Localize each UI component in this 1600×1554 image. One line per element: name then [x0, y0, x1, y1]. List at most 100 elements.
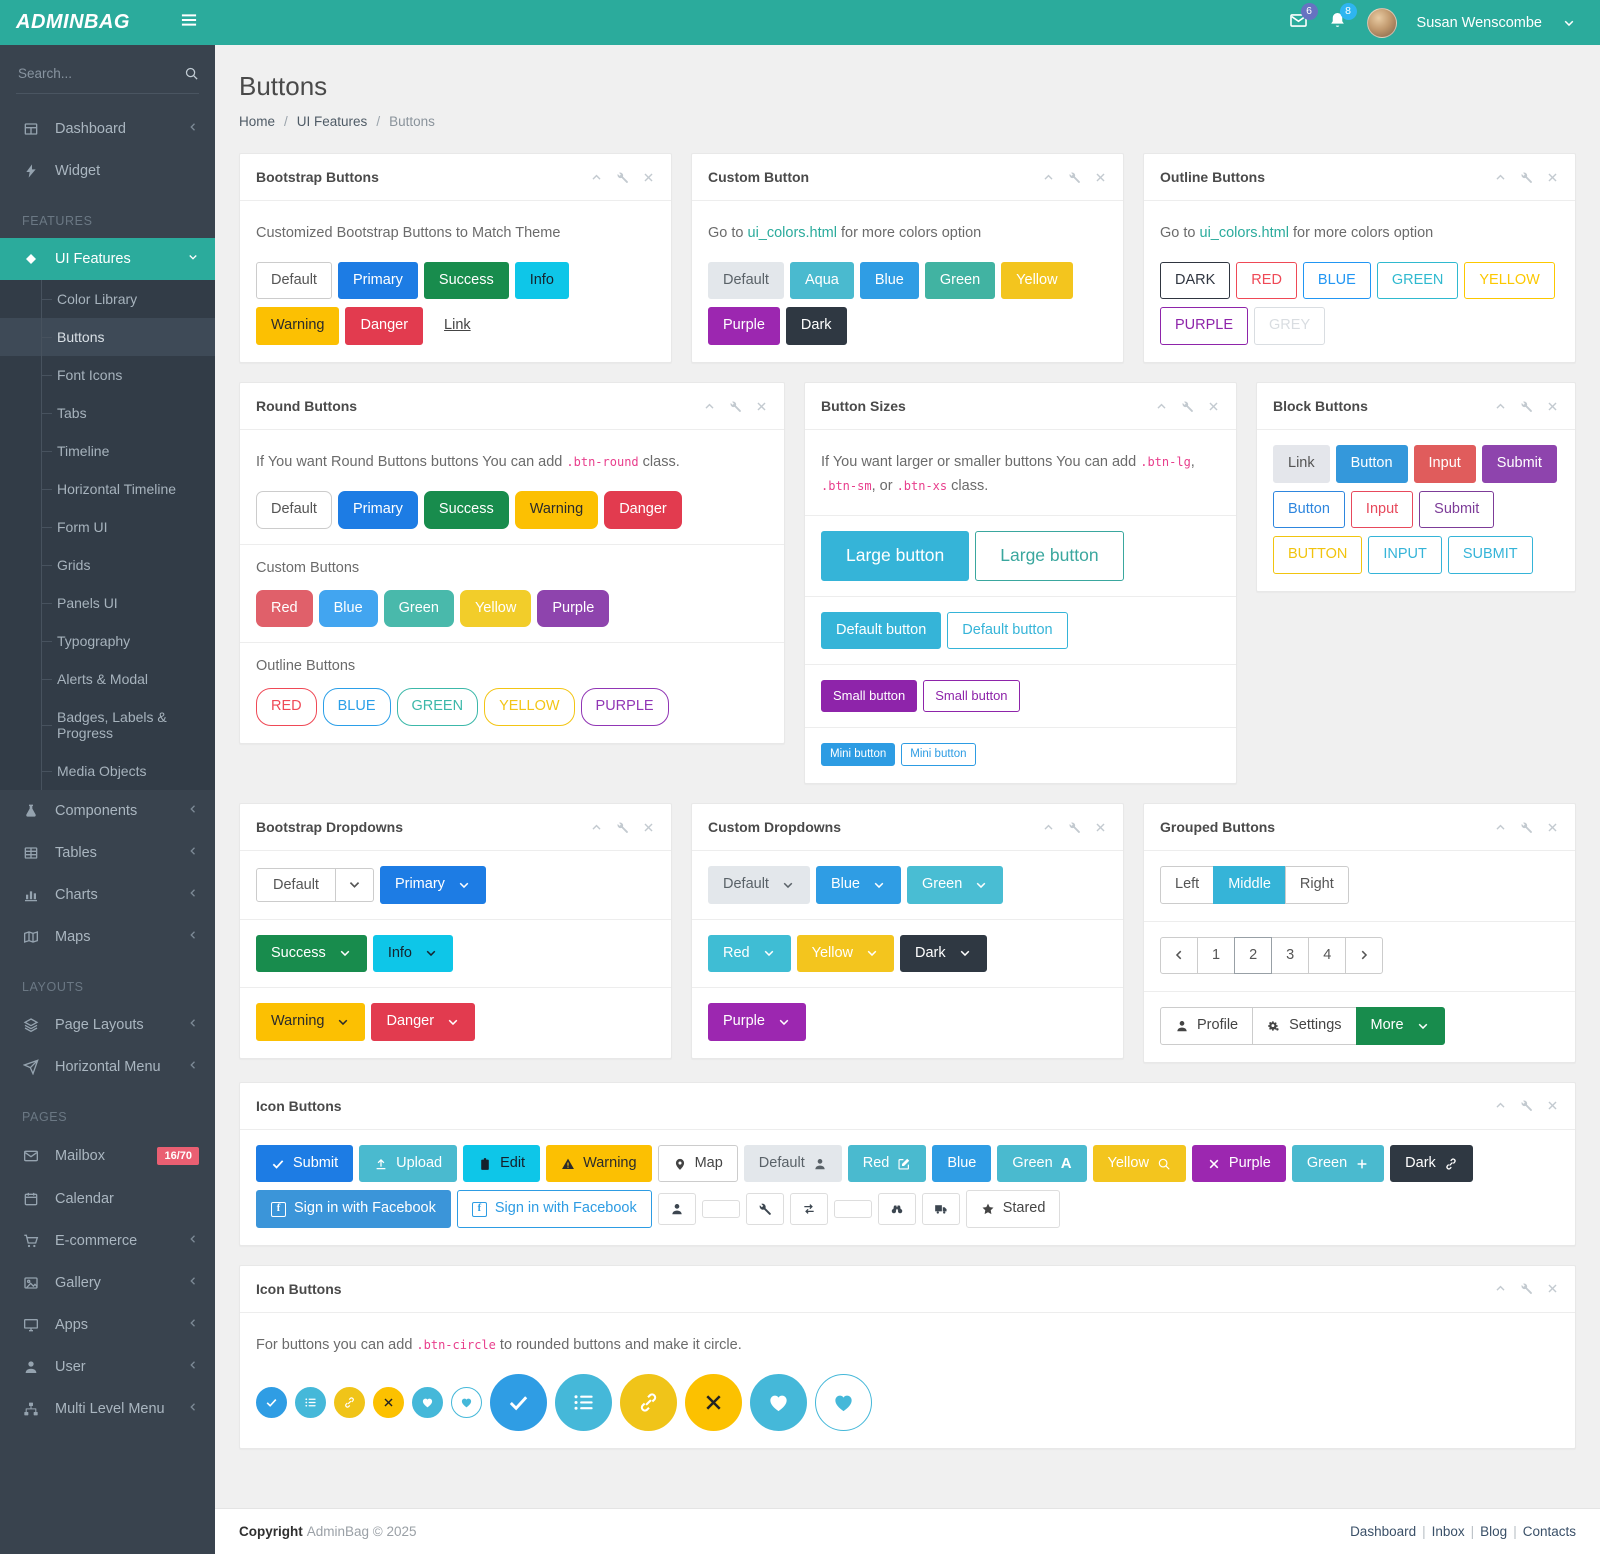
- collapse-panel-icon[interactable]: [1494, 171, 1507, 184]
- sidebar-item-tables[interactable]: Tables: [0, 832, 215, 874]
- heart-circle-button-outline[interactable]: [451, 1386, 482, 1418]
- collapse-panel-icon[interactable]: [1494, 400, 1507, 413]
- more-button[interactable]: More: [1355, 1007, 1445, 1045]
- submit-button[interactable]: Submit: [256, 1144, 354, 1183]
- close-panel-icon[interactable]: [1546, 821, 1559, 834]
- danger-button[interactable]: Danger: [604, 490, 682, 529]
- success-button[interactable]: Success: [423, 261, 509, 300]
- sidebar-item-apps[interactable]: Apps: [0, 1304, 215, 1346]
- purple-button[interactable]: Purple: [537, 589, 610, 628]
- check-circle-button[interactable]: [256, 1386, 287, 1418]
- 4-button[interactable]: 4: [1308, 936, 1347, 975]
- blue-button[interactable]: BLUE: [322, 688, 391, 726]
- page-prev-button[interactable]: [1160, 936, 1198, 975]
- red-button[interactable]: RED: [1236, 261, 1297, 300]
- mini-button-button[interactable]: Mini button: [901, 742, 976, 767]
- panel-settings-icon[interactable]: [1520, 1282, 1533, 1295]
- sign-in-with-facebook-outline-button[interactable]: f Sign in with Facebook: [456, 1190, 652, 1228]
- warning-button[interactable]: Warning: [546, 1144, 652, 1183]
- close-panel-icon[interactable]: [642, 171, 655, 184]
- panel-settings-icon[interactable]: [616, 171, 629, 184]
- info-button[interactable]: Info: [514, 261, 569, 300]
- dark-button[interactable]: Dark: [785, 307, 847, 346]
- mini-button-button[interactable]: Mini button: [821, 742, 896, 767]
- close-panel-icon[interactable]: [1546, 1099, 1559, 1112]
- primary-button[interactable]: Primary: [379, 866, 486, 904]
- chain-circle-button[interactable]: [620, 1373, 677, 1431]
- default-button[interactable]: Default: [708, 261, 784, 300]
- chain-circle-button[interactable]: [334, 1386, 365, 1418]
- panel-settings-icon[interactable]: [1520, 171, 1533, 184]
- yellow-button[interactable]: Yellow: [459, 589, 532, 628]
- hamburger-icon[interactable]: [179, 10, 199, 35]
- sidebar-item-widget[interactable]: Widget: [0, 150, 215, 192]
- sidebar-item-multi-level-menu[interactable]: Multi Level Menu: [0, 1388, 215, 1430]
- input-button[interactable]: Input: [1413, 445, 1476, 483]
- stared-button[interactable]: Stared: [965, 1190, 1061, 1228]
- yellow-button[interactable]: Yellow: [1092, 1144, 1186, 1183]
- collapse-panel-icon[interactable]: [1494, 821, 1507, 834]
- close-panel-icon[interactable]: [1094, 171, 1107, 184]
- avatar[interactable]: [1366, 7, 1397, 38]
- purple-button[interactable]: Purple: [708, 307, 780, 346]
- danger-button[interactable]: Danger: [371, 1003, 476, 1041]
- green-plus-button[interactable]: Green: [1291, 1144, 1385, 1183]
- close-panel-icon[interactable]: [1094, 821, 1107, 834]
- sidebar-item-components[interactable]: Components: [0, 790, 215, 832]
- red-button[interactable]: Red: [847, 1144, 927, 1183]
- middle-button[interactable]: Middle: [1213, 866, 1286, 904]
- sidebar-subitem-panels-ui[interactable]: Panels UI: [0, 584, 215, 622]
- primary-button[interactable]: Primary: [337, 490, 418, 529]
- close-panel-icon[interactable]: [1546, 400, 1559, 413]
- close-circle-button[interactable]: [685, 1373, 742, 1431]
- primary-button[interactable]: Primary: [337, 261, 418, 300]
- danger-button[interactable]: Danger: [345, 307, 424, 346]
- sidebar-item-mailbox[interactable]: Mailbox 16/70: [0, 1134, 215, 1178]
- link-button[interactable]: Link: [429, 307, 486, 345]
- blank-1-button[interactable]: [701, 1200, 740, 1219]
- inline-link[interactable]: ui_colors.html: [1199, 225, 1289, 241]
- page-next-button[interactable]: [1345, 936, 1384, 975]
- sidebar-subitem-typography[interactable]: Typography: [0, 622, 215, 660]
- panel-settings-icon[interactable]: [1068, 171, 1081, 184]
- default-button-button[interactable]: Default button: [947, 611, 1068, 650]
- small-button-button[interactable]: Small button: [821, 680, 918, 712]
- yellow-button[interactable]: YELLOW: [484, 688, 575, 726]
- 2-button[interactable]: 2: [1234, 936, 1273, 975]
- sidebar-item-ui-features[interactable]: UI Features: [0, 238, 215, 280]
- sign-in-with-facebook-button[interactable]: f Sign in with Facebook: [256, 1190, 451, 1228]
- check-circle-button[interactable]: [490, 1373, 547, 1431]
- dark-button[interactable]: Dark: [900, 934, 987, 973]
- collapse-panel-icon[interactable]: [1494, 1099, 1507, 1112]
- search-icon[interactable]: [184, 66, 199, 81]
- default-button-button[interactable]: Default button: [821, 611, 942, 650]
- sidebar-subitem-form-ui[interactable]: Form UI: [0, 508, 215, 546]
- list-circle-button[interactable]: [555, 1373, 612, 1431]
- link-button[interactable]: Link: [1273, 445, 1330, 483]
- footer-link-contacts[interactable]: Contacts: [1522, 1524, 1576, 1539]
- purple-button[interactable]: PURPLE: [1160, 307, 1249, 346]
- sidebar-subitem-media-objects[interactable]: Media Objects: [0, 752, 215, 790]
- input-button[interactable]: INPUT: [1368, 536, 1442, 574]
- user-small-button[interactable]: [657, 1193, 696, 1226]
- exchange-small-button[interactable]: [789, 1193, 828, 1226]
- warning-button[interactable]: Warning: [256, 1003, 366, 1041]
- search-input[interactable]: [16, 65, 184, 82]
- sidebar-subitem-grids[interactable]: Grids: [0, 546, 215, 584]
- chevron-down-icon[interactable]: [1562, 16, 1576, 30]
- close-panel-icon[interactable]: [1207, 400, 1220, 413]
- footer-link-inbox[interactable]: Inbox: [1431, 1524, 1465, 1539]
- success-button[interactable]: Success: [423, 490, 509, 529]
- yellow-button[interactable]: Yellow: [1001, 261, 1073, 300]
- edit-button[interactable]: Edit: [463, 1144, 541, 1183]
- large-button-button[interactable]: Large button: [821, 530, 970, 581]
- blue-button[interactable]: Blue: [815, 866, 901, 904]
- submit-button[interactable]: Submit: [1481, 445, 1557, 483]
- sidebar-subitem-badges-labels-progress[interactable]: Badges, Labels & Progress: [0, 698, 215, 752]
- footer-link-dashboard[interactable]: Dashboard: [1350, 1524, 1417, 1539]
- collapse-panel-icon[interactable]: [1042, 821, 1055, 834]
- close-panel-icon[interactable]: [642, 821, 655, 834]
- sidebar-item-dashboard[interactable]: Dashboard: [0, 108, 215, 150]
- profile-button[interactable]: Profile: [1160, 1007, 1254, 1045]
- button-button[interactable]: Button: [1273, 490, 1345, 529]
